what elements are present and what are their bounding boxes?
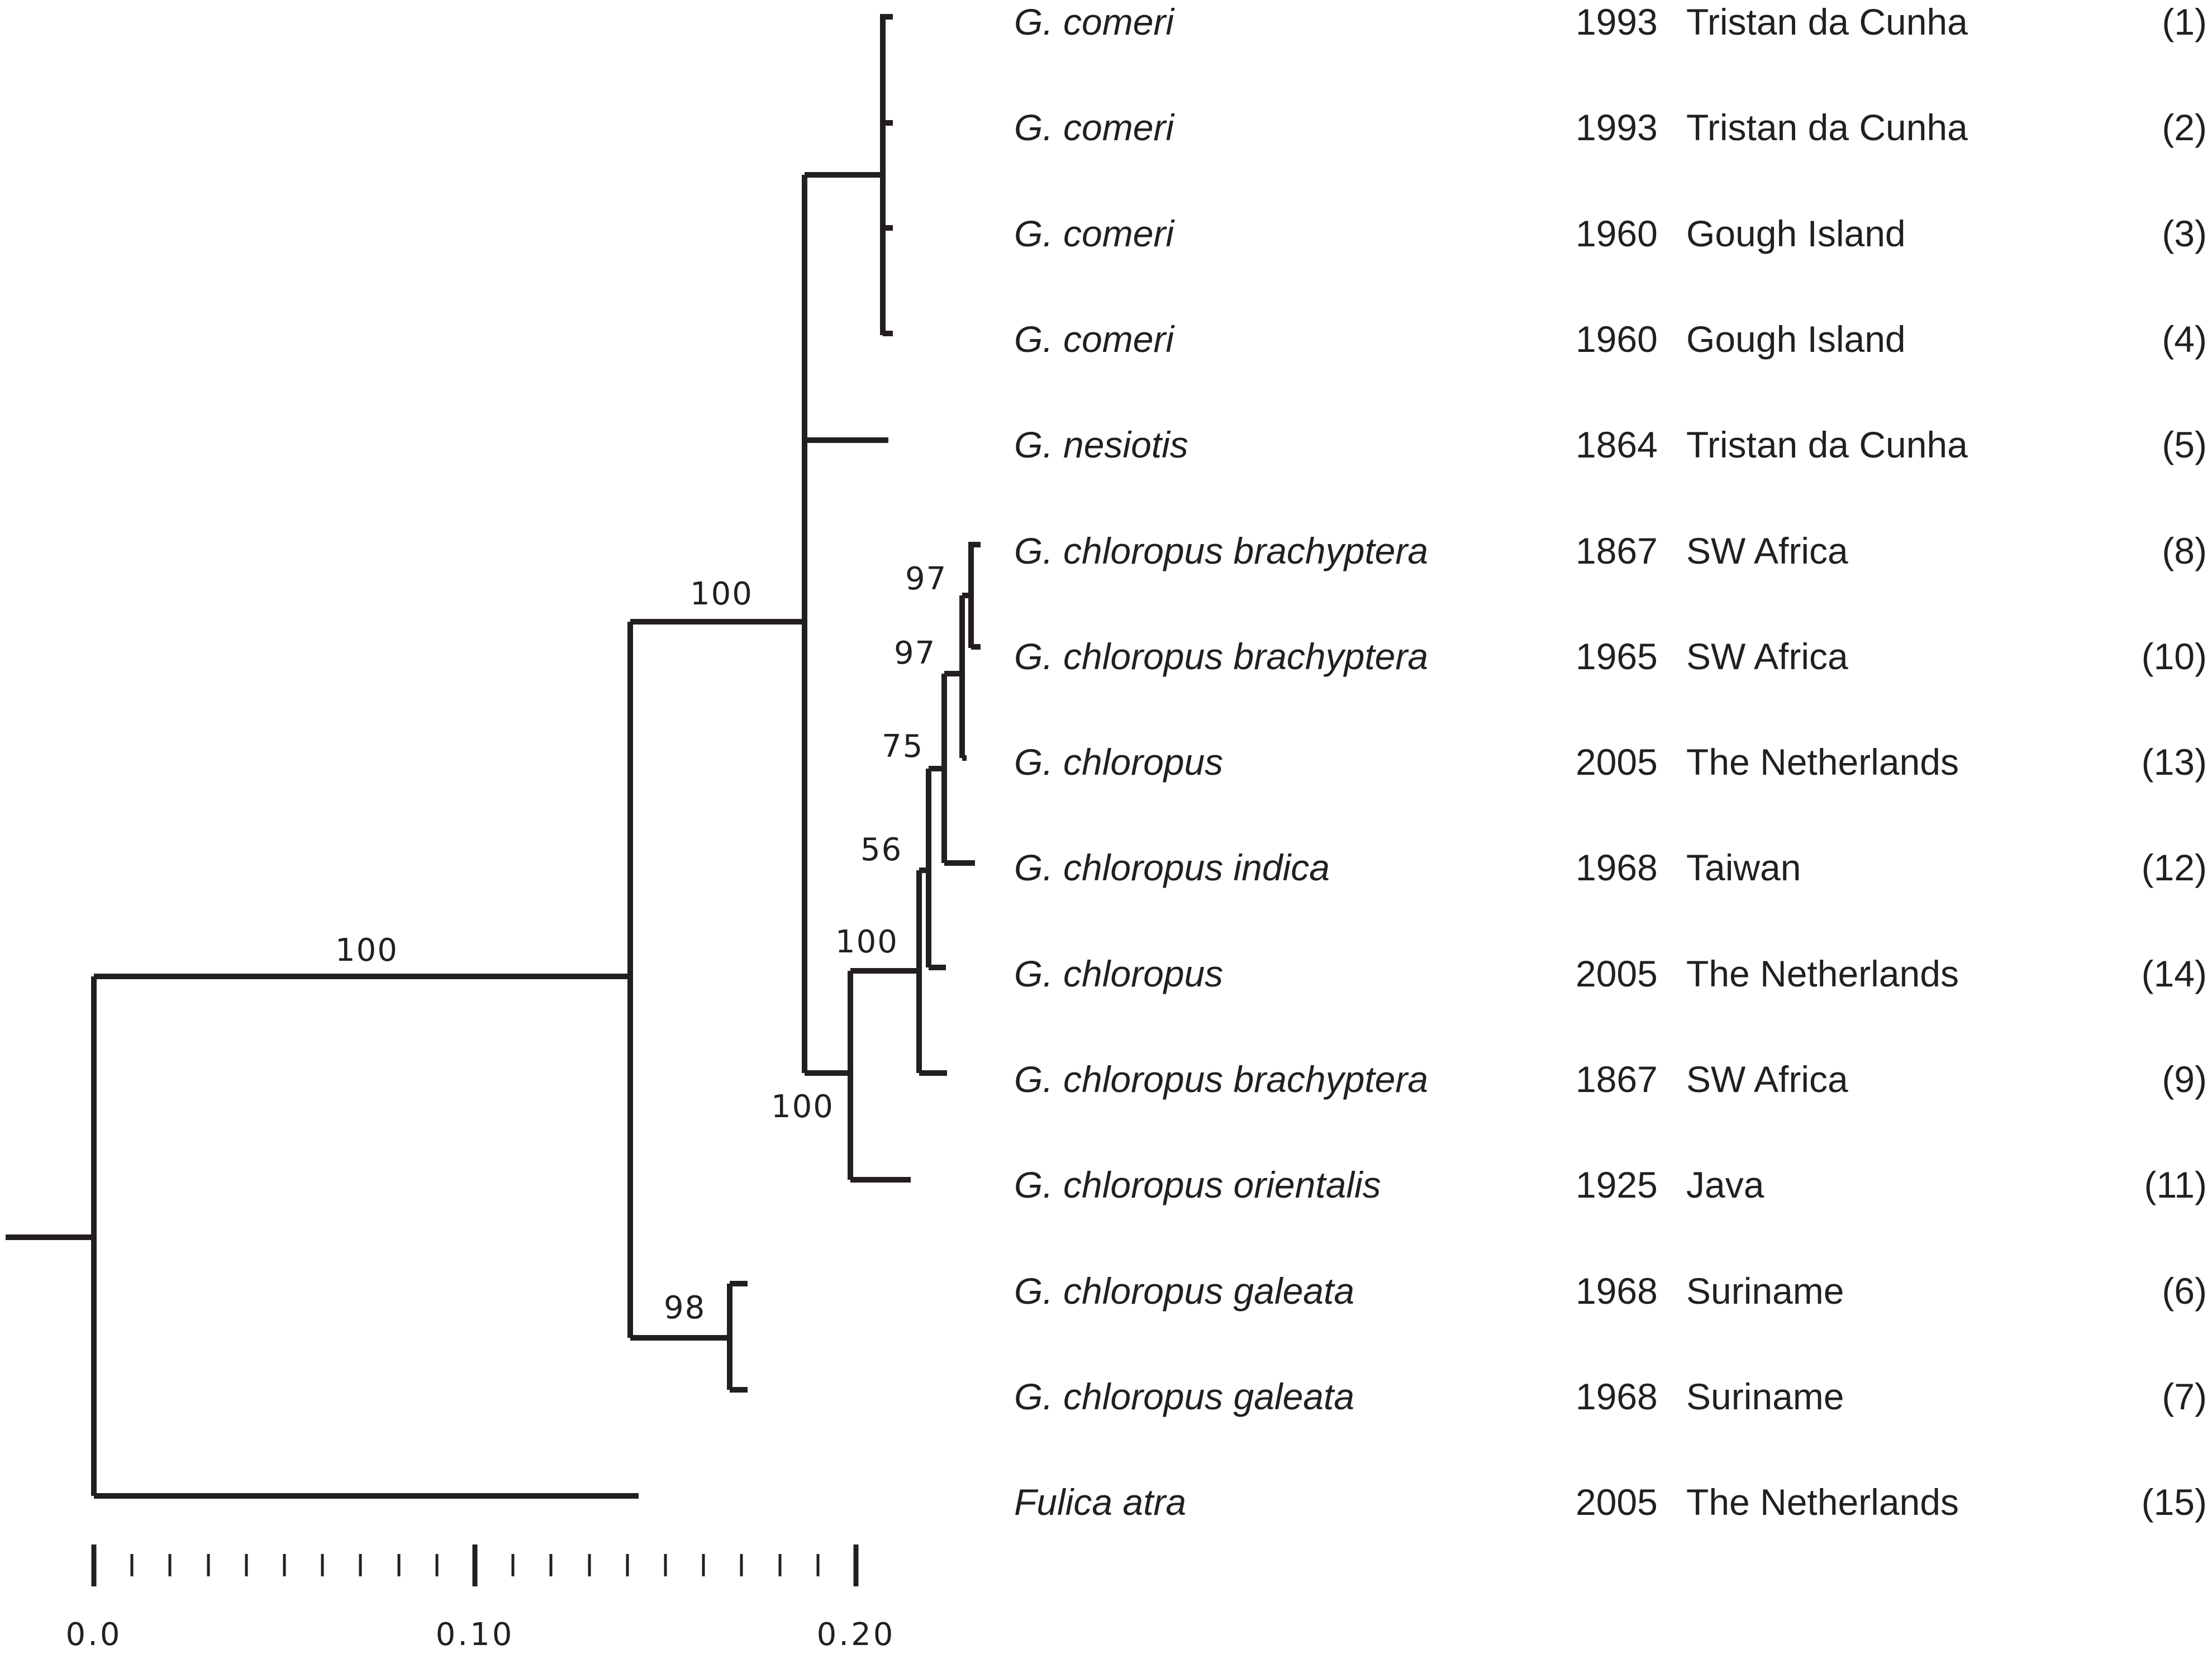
taxon-name: G. chloropus galeata (1014, 1270, 1354, 1312)
specimen-number: (12) (2142, 847, 2207, 888)
collection-location: Gough Island (1686, 213, 1906, 254)
collection-location: Tristan da Cunha (1686, 424, 1968, 465)
collection-location: The Netherlands (1686, 953, 1959, 994)
collection-year: 2005 (1576, 1481, 1658, 1523)
specimen-number: (5) (2162, 424, 2207, 465)
taxon-name: G. chloropus (1014, 953, 1223, 994)
leaf-row: G. chloropus orientalis 1925 Java (11) (1014, 1164, 2207, 1205)
collection-year: 2005 (1576, 741, 1658, 783)
support-label: 97 (894, 635, 936, 671)
scale-label-0: 0.0 (65, 1617, 122, 1653)
taxon-name: G. chloropus (1014, 741, 1223, 783)
collection-year: 1867 (1576, 1059, 1658, 1100)
collection-location: Java (1686, 1164, 1764, 1205)
tree-branches (6, 14, 981, 1499)
taxon-name: G. nesiotis (1014, 424, 1188, 465)
collection-location: Taiwan (1686, 847, 1801, 888)
collection-year: 1867 (1576, 530, 1658, 571)
collection-location: Suriname (1686, 1270, 1844, 1312)
specimen-number: (7) (2162, 1376, 2207, 1417)
leaf-row: G. chloropus 2005 The Netherlands (13) (1014, 741, 2207, 783)
taxon-name: G. chloropus orientalis (1014, 1164, 1381, 1205)
leaf-row: G. nesiotis 1864 Tristan da Cunha (5) (1014, 424, 2207, 465)
taxon-name: G. chloropus galeata (1014, 1376, 1354, 1417)
collection-year: 1960 (1576, 318, 1658, 360)
taxon-name: G. comeri (1014, 1, 1175, 42)
collection-year: 1968 (1576, 1270, 1658, 1312)
scale-axis: 0.0 0.10 0.20 (65, 1544, 896, 1653)
collection-year: 2005 (1576, 953, 1658, 994)
scale-label-020: 0.20 (817, 1617, 896, 1653)
leaf-row: G. comeri 1993 Tristan da Cunha (2) (1014, 107, 2207, 148)
taxon-name: G. chloropus brachyptera (1014, 636, 1428, 677)
specimen-number: (15) (2142, 1481, 2207, 1523)
leaf-row: G. comeri 1960 Gough Island (3) (1014, 213, 2207, 254)
collection-year: 1965 (1576, 636, 1658, 677)
collection-year: 1993 (1576, 1, 1658, 42)
leaf-row: G. chloropus brachyptera 1965 SW Africa (10… (1014, 636, 2207, 677)
scale-ticks (91, 1544, 859, 1586)
specimen-number: (11) (2144, 1164, 2207, 1205)
collection-year: 1960 (1576, 213, 1658, 254)
specimen-number: (8) (2162, 530, 2207, 571)
collection-year: 1864 (1576, 424, 1658, 465)
specimen-number: (13) (2142, 741, 2207, 783)
support-label: 56 (860, 832, 902, 868)
collection-location: SW Africa (1686, 530, 1848, 571)
specimen-number: (1) (2162, 1, 2207, 42)
collection-location: The Netherlands (1686, 1481, 1959, 1523)
collection-location: SW Africa (1686, 636, 1848, 677)
specimen-number: (3) (2162, 213, 2207, 254)
collection-year: 1993 (1576, 107, 1658, 148)
collection-location: Tristan da Cunha (1686, 107, 1968, 148)
taxon-name: G. chloropus brachyptera (1014, 530, 1428, 571)
leaf-row: G. chloropus brachyptera 1867 SW Africa (9) (1014, 1059, 2207, 1100)
support-label: 100 (335, 932, 398, 969)
collection-location: Suriname (1686, 1376, 1844, 1417)
taxon-name: G. chloropus brachyptera (1014, 1059, 1428, 1100)
leaf-row: G. chloropus 2005 The Netherlands (14) (1014, 953, 2207, 994)
specimen-number: (4) (2162, 318, 2207, 360)
support-values: 100 100 100 100 56 75 97 97 98 (335, 561, 947, 1326)
leaf-row: Fulica atra 2005 The Netherlands (15) (1014, 1481, 2207, 1523)
leaf-labels: G. comeri 1993 Tristan da Cunha (1)G. comer… (1014, 1, 2207, 1523)
collection-location: Gough Island (1686, 318, 1906, 360)
collection-year: 1968 (1576, 847, 1658, 888)
taxon-name: Fulica atra (1014, 1481, 1186, 1523)
leaf-row: G. comeri 1960 Gough Island (4) (1014, 318, 2207, 360)
collection-year: 1925 (1576, 1164, 1658, 1205)
taxon-name: G. comeri (1014, 213, 1175, 254)
specimen-number: (14) (2142, 953, 2207, 994)
specimen-number: (2) (2162, 107, 2207, 148)
specimen-number: (9) (2162, 1059, 2207, 1100)
leaf-row: G. chloropus brachyptera 1867 SW Africa (8) (1014, 530, 2207, 571)
collection-location: The Netherlands (1686, 741, 1959, 783)
leaf-row: G. comeri 1993 Tristan da Cunha (1) (1014, 1, 2207, 42)
taxon-name: G. comeri (1014, 318, 1175, 360)
leaf-row: G. chloropus indica 1968 Taiwan (12) (1014, 847, 2207, 888)
taxon-name: G. comeri (1014, 107, 1175, 148)
scale-label-010: 0.10 (436, 1617, 515, 1653)
support-label: 97 (905, 561, 947, 597)
support-label: 75 (882, 728, 924, 765)
support-label: 98 (664, 1290, 706, 1326)
support-label: 100 (835, 924, 898, 960)
collection-location: SW Africa (1686, 1059, 1848, 1100)
specimen-number: (10) (2142, 636, 2207, 677)
support-label: 100 (690, 576, 753, 612)
leaf-row: G. chloropus galeata 1968 Suriname (7) (1014, 1376, 2207, 1417)
leaf-row: G. chloropus galeata 1968 Suriname (6) (1014, 1270, 2207, 1312)
taxon-name: G. chloropus indica (1014, 847, 1330, 888)
specimen-number: (6) (2162, 1270, 2207, 1312)
support-label: 100 (771, 1089, 834, 1125)
collection-location: Tristan da Cunha (1686, 1, 1968, 42)
collection-year: 1968 (1576, 1376, 1658, 1417)
